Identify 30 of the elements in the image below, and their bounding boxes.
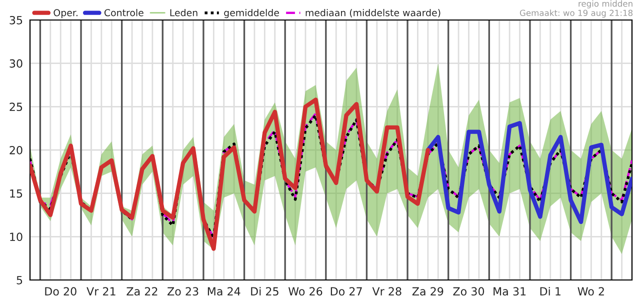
line-series: [426, 121, 632, 224]
x-tick-label: Do 27: [330, 287, 362, 296]
text: regio midden: [578, 0, 632, 8]
legend-label: Oper.: [54, 9, 78, 18]
legend-label: gemiddelde: [224, 8, 279, 18]
line-series: [30, 98, 430, 251]
x-tick-label: Zo 23: [168, 287, 198, 296]
legend-label: Leden: [170, 8, 198, 16]
y-tick-label: 30: [10, 59, 22, 68]
x-tick-label: Ma 24: [208, 287, 240, 296]
x-tick-label: Ma 31: [494, 287, 526, 296]
x-tick-label: Zo 30: [453, 287, 484, 296]
y-tick-label: 35: [10, 16, 22, 24]
x-tick-label: Wo 2: [578, 287, 604, 296]
x-tick-label: Di 25: [251, 286, 278, 296]
x-tick-label: Za 29: [412, 287, 444, 296]
y-tick-label: 20: [10, 146, 22, 154]
x-tick-label: Za 22: [126, 287, 158, 296]
y-tick-label: 15: [10, 189, 22, 198]
y-tick-label: 25: [10, 102, 22, 112]
legend-label: Controle: [104, 8, 144, 16]
x-tick-label: Di 1: [540, 286, 560, 296]
text: Gemaakt: wo 19 aug 21:18: [520, 10, 633, 18]
x-tick-label: Vr 21: [86, 287, 116, 296]
x-tick-label: Wo 26: [288, 287, 322, 296]
y-tick-label: 5: [16, 276, 22, 284]
x-tick-label: Vr 28: [372, 287, 402, 296]
x-tick-label: Do 20: [45, 287, 76, 296]
legend-label: mediaan (middelste waarde): [306, 8, 440, 18]
y-tick-label: 10: [10, 232, 22, 242]
